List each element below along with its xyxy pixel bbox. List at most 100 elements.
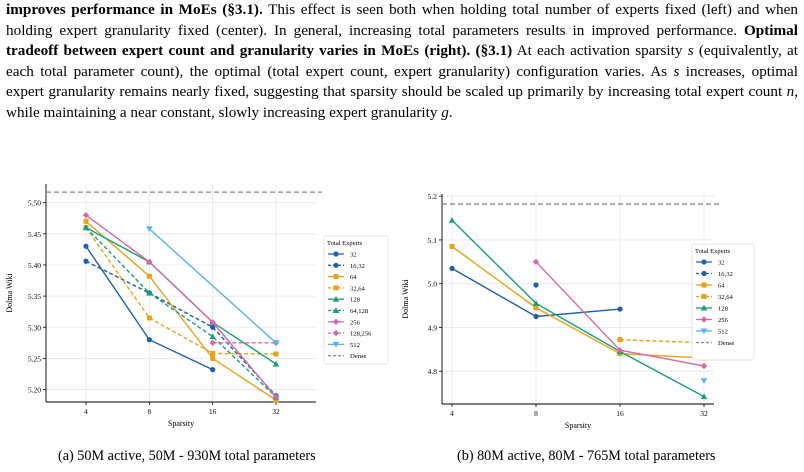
legend-label: 256 [350,319,361,326]
legend-label: 64 [350,274,357,281]
data-point-128 [700,393,708,400]
series-line-512 [148,228,277,344]
finding-heading-1: improves performance in MoEs (§3.1). [6,1,263,18]
legend-marker [333,274,339,280]
paragraph-text-5: , while maintaining a near constant, slo… [6,83,798,121]
series-line-64-128 [85,227,277,398]
chart-right: 4.8 4.9 5.0 5.1 5.2 4 8 16 32 Sparsity Dolma Wiki T… [401,192,755,430]
data-point-16-32 [83,258,89,264]
data-point-64 [449,244,455,249]
x-tick-label: 4 [450,409,454,418]
data-point-512 [146,226,153,233]
y-tick-label: 5.35 [28,292,41,301]
series-line-64 [451,245,705,359]
var-s-2: s [673,62,680,80]
y-tick-label: 5.20 [28,386,41,395]
paragraph-text-6: . [448,103,453,121]
data-point-64 [533,305,539,311]
y-tick-label: 4.9 [428,323,438,332]
x-axis-label: Sparsity [565,421,591,430]
legend-label: 32 [350,252,357,259]
data-point-256 [209,319,216,326]
legend-label: 128 [350,297,361,304]
legend: Total Experts 32 16,32 64 32,64 128 64,128 256 1… [323,235,389,365]
data-point-32-64 [273,351,279,357]
paragraph-text-1: This effect is seen both when holding to… [6,1,798,39]
legend-box [323,235,389,365]
y-axis-label: Dolma Wiki [5,273,14,313]
y-tick-label: 5.45 [28,230,41,239]
series-line-32-64 [619,338,705,344]
series-line-64 [85,220,277,401]
legend-marker [332,296,340,302]
data-point-512 [272,340,280,347]
data-point-128 [448,217,456,223]
data-point-16-32 [533,282,539,288]
legend-marker [700,316,708,323]
data-point-32 [533,313,539,320]
legend-marker [701,259,707,265]
data-point-32 [146,337,152,343]
legend-label: 128,256 [350,331,372,338]
y-tick-label: 5.1 [428,236,438,245]
legend-label: 32,64 [718,294,734,301]
data-point-256 [272,393,280,401]
var-s: s [687,42,694,60]
finding-heading-2: Optimal tradeoff between expert count an… [6,21,798,60]
legend-label: 64 [718,283,725,290]
series-line-32-64 [85,227,277,355]
caption-right: (b) 80M active, 80M - 765M total paramet… [457,448,716,464]
paragraph-text-2: At each activation sparsity [512,42,688,60]
data-point-256 [616,346,624,354]
caption-left: (a) 50M active, 50M - 930M total paramet… [58,448,316,464]
data-point-32 [210,367,216,373]
paragraph-text-4: increases, optimal expert granularity re… [6,62,799,101]
x-tick-label: 32 [700,409,708,418]
legend-marker [700,304,708,311]
legend-marker [333,285,339,291]
data-point-64-128 [146,289,153,296]
data-point-32-64 [210,350,216,356]
data-point-256 [146,258,153,266]
x-axis-label: Sparsity [168,419,194,428]
x-tick-label: 4 [84,407,88,416]
x-tick-label: 32 [272,407,280,416]
legend-marker [701,270,707,277]
data-point-128 [532,300,540,306]
legend-marker [701,282,707,288]
data-point-128-256 [209,339,216,347]
data-point-256 [532,258,540,266]
data-point-256 [700,362,708,370]
legend-marker [332,341,340,348]
y-tick-label: 5.2 [428,192,438,201]
data-point-64 [210,355,216,361]
legend-label: Dense [350,353,367,360]
x-tick-label: 16 [209,407,217,416]
legend-title: Total Experts [327,240,363,247]
figure-left: 5.20 5.25 5.30 5.35 5.40 5.45 5.50 4 8 16 32 Sparsi… [0,168,402,438]
series-line-256 [85,214,277,398]
legend-label: 512 [718,329,728,336]
y-tick-label: 5.50 [28,199,41,208]
y-tick-label: 4.8 [428,367,438,376]
data-point-32 [617,306,623,312]
legend-marker [333,251,339,257]
legend-title: Total Experts [695,248,731,255]
data-point-32-64 [146,315,152,321]
legend-label: 64,128 [350,308,369,315]
data-point-64-128 [82,224,90,231]
var-n: n [786,83,795,101]
data-point-32 [83,243,89,249]
series-line-128 [451,219,705,398]
legend-marker [333,262,339,268]
data-point-512 [700,378,708,385]
data-point-128 [272,360,280,367]
paragraph-text-3: (equivalently, at each total parameter c… [6,42,799,80]
legend-label: 32 [718,260,725,267]
legend-label: 16,32 [718,271,733,278]
legend-label: 16,32 [350,263,365,270]
legend-label: 256 [718,317,729,324]
data-point-32-64 [617,337,623,343]
x-tick-label: 8 [147,407,151,416]
legend: Total Experts 32 16,32 64 32,64 128 256 512 Dens… [691,243,755,361]
